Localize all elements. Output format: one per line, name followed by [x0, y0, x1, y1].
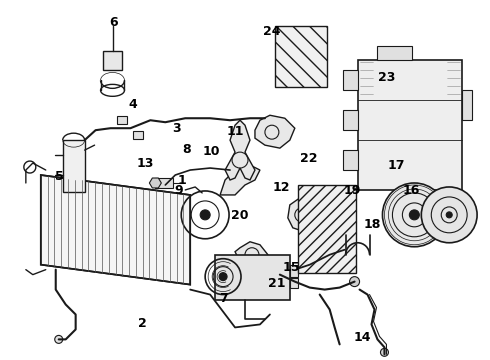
Text: 21: 21	[268, 278, 286, 291]
Polygon shape	[235, 242, 268, 268]
Polygon shape	[149, 178, 161, 188]
Text: 14: 14	[353, 331, 371, 344]
Text: 9: 9	[175, 184, 183, 197]
Bar	[343, 110, 358, 130]
Circle shape	[421, 187, 477, 243]
Text: 15: 15	[283, 261, 300, 274]
Bar	[290, 265, 298, 276]
Text: 3: 3	[172, 122, 181, 135]
Polygon shape	[255, 115, 295, 148]
Text: 23: 23	[378, 71, 395, 84]
Circle shape	[219, 273, 227, 280]
Text: 13: 13	[136, 157, 154, 170]
Text: 8: 8	[182, 143, 191, 156]
Text: 19: 19	[343, 184, 361, 197]
Bar	[63, 140, 85, 192]
Circle shape	[55, 336, 63, 343]
Bar	[275, 26, 327, 87]
Text: 2: 2	[138, 317, 147, 330]
Bar	[298, 185, 356, 273]
Text: 11: 11	[226, 125, 244, 138]
Bar	[343, 71, 358, 90]
Polygon shape	[102, 50, 122, 71]
Text: 5: 5	[55, 170, 64, 183]
Polygon shape	[118, 116, 127, 124]
Polygon shape	[215, 255, 290, 300]
Text: 24: 24	[263, 25, 281, 38]
Polygon shape	[358, 60, 462, 190]
Text: 4: 4	[128, 98, 137, 111]
Circle shape	[409, 210, 419, 220]
Text: 20: 20	[231, 210, 249, 222]
Circle shape	[446, 212, 452, 218]
Polygon shape	[220, 165, 260, 195]
Text: 6: 6	[109, 16, 118, 29]
Text: 12: 12	[273, 181, 291, 194]
Text: 16: 16	[402, 184, 419, 197]
Circle shape	[200, 210, 210, 220]
Circle shape	[383, 183, 446, 247]
Text: 7: 7	[219, 292, 227, 305]
Text: 18: 18	[363, 218, 381, 231]
Bar	[290, 278, 298, 288]
Bar	[377, 45, 413, 60]
Text: 22: 22	[300, 152, 317, 165]
Polygon shape	[288, 198, 318, 232]
Polygon shape	[225, 120, 255, 180]
Polygon shape	[155, 178, 173, 188]
Bar	[462, 90, 472, 120]
Circle shape	[349, 276, 360, 287]
Polygon shape	[133, 131, 144, 139]
Bar	[343, 150, 358, 170]
Polygon shape	[41, 175, 190, 285]
Text: 17: 17	[388, 159, 405, 172]
Circle shape	[380, 348, 389, 356]
Text: 10: 10	[202, 145, 220, 158]
Text: 1: 1	[177, 174, 186, 186]
